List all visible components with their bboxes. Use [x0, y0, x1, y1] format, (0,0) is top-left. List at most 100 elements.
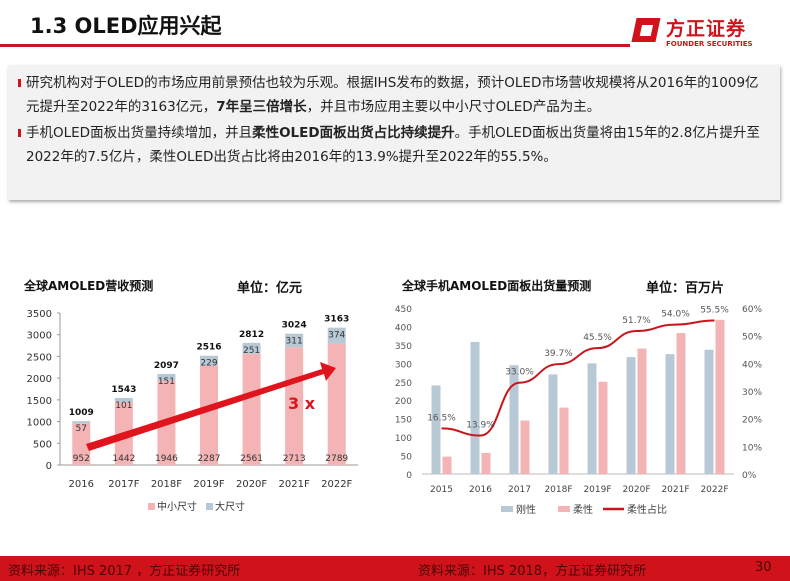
- bar-flexible: [481, 452, 491, 474]
- bar-large: [200, 355, 218, 366]
- x-tick-label: 2018F: [151, 479, 182, 490]
- bar-flexible: [715, 319, 725, 474]
- bar-rigid: [665, 354, 675, 474]
- x-tick-label: 2021F: [279, 479, 310, 490]
- total-label: 2812: [239, 330, 264, 340]
- bullet-text: 研究机构对于OLED的市场应用前景预估也较为乐观。根据IHS发布的数据，预计OL…: [26, 75, 759, 115]
- bar-small-medium: [72, 423, 91, 465]
- x-tick-label: 2016: [69, 479, 94, 490]
- bar-rigid: [626, 357, 636, 474]
- bar-value-label: 2561: [240, 454, 263, 464]
- growth-annotation: 3 x: [288, 394, 316, 413]
- legend-swatch: [501, 506, 513, 512]
- share-data-label: 54.0%: [661, 310, 690, 320]
- bar-large: [157, 373, 176, 381]
- page-number: 30: [755, 560, 772, 575]
- x-tick-label: 2022F: [321, 479, 352, 490]
- x-tick-label: 2017: [508, 485, 531, 495]
- y-tick-label: 450: [395, 305, 412, 315]
- y2-tick-label: 0%: [742, 471, 757, 481]
- y-tick-label: 3000: [27, 331, 52, 342]
- y2-tick-label: 10%: [742, 443, 762, 453]
- growth-arrow-icon: [86, 362, 336, 451]
- y-tick-label: 50: [401, 453, 413, 463]
- share-data-label: 33.0%: [505, 368, 534, 378]
- x-tick-label: 2017F: [108, 479, 139, 490]
- y-tick-label: 2000: [27, 374, 52, 385]
- bar-rigid: [470, 341, 480, 474]
- bar-flexible: [598, 381, 608, 474]
- bar-flexible: [520, 420, 530, 474]
- y-tick-label: 350: [395, 342, 412, 352]
- bullet-text: ，并且市场应用主要以中小尺寸OLED产品为主。: [306, 99, 601, 115]
- x-tick-label: 2016: [469, 485, 492, 495]
- bar-value-label: 251: [243, 346, 260, 356]
- bar-rigid: [704, 349, 714, 474]
- logo-cn: 方正证券: [666, 18, 747, 40]
- x-tick-label: 2022F: [700, 485, 728, 495]
- y2-tick-label: 60%: [742, 305, 762, 315]
- bar-rigid: [509, 365, 519, 474]
- x-tick-label: 2019F: [583, 485, 611, 495]
- bar-rigid: [548, 374, 558, 474]
- x-tick-label: 2021F: [661, 485, 689, 495]
- share-data-label: 51.7%: [622, 316, 651, 326]
- share-data-label: 13.9%: [466, 421, 495, 431]
- bar-value-label: 952: [73, 454, 90, 464]
- y2-tick-label: 20%: [742, 416, 762, 426]
- legend-swatch: [148, 503, 155, 510]
- bar-large: [285, 333, 304, 348]
- bar-value-label: 1946: [155, 454, 178, 464]
- total-label: 2516: [196, 343, 221, 353]
- y-tick-label: 3500: [27, 309, 52, 320]
- source-left: 资料来源：IHS 2017 ，方正证券研究所: [8, 564, 241, 579]
- bar-large: [72, 421, 91, 424]
- source-right: 资料来源：IHS 2018，方正证券研究所: [418, 564, 647, 579]
- x-tick-label: 2015: [430, 485, 453, 495]
- share-data-label: 55.5%: [700, 305, 729, 315]
- legend-label: 大尺寸: [215, 500, 245, 513]
- bar-rigid: [587, 363, 597, 474]
- y-tick-label: 1000: [27, 418, 52, 429]
- chart2-title: 全球手机AMOLED面板出货量预测: [402, 279, 592, 293]
- y-tick-label: 2500: [27, 352, 52, 363]
- bar-small-medium: [200, 365, 218, 465]
- chart1-title: 全球AMOLED营收预测: [24, 279, 154, 293]
- title-divider: [0, 44, 630, 47]
- bullet-text: 。手机OLED面板出货量将由15年的2.8亿片提升至2022年的7.5亿片，柔性…: [26, 125, 760, 165]
- total-label: 2097: [154, 361, 179, 371]
- y-tick-label: 500: [33, 439, 52, 450]
- total-label: 3163: [324, 315, 349, 325]
- bar-value-label: 57: [76, 424, 87, 434]
- bar-value-label: 151: [158, 377, 175, 387]
- y-tick-label: 0: [46, 461, 52, 472]
- legend-label: 刚性: [516, 503, 536, 516]
- x-tick-label: 2020F: [236, 479, 267, 490]
- x-tick-label: 2020F: [622, 485, 650, 495]
- chart1-unit: 单位：亿元: [237, 281, 303, 296]
- bullet-2: 手机OLED面板出货量持续增加，并且柔性OLED面板出货占比持续提升。手机OLE…: [18, 121, 770, 169]
- y-tick-label: 250: [395, 379, 412, 389]
- bar-small-medium: [327, 343, 346, 465]
- summary-box: 研究机构对于OLED的市场应用前景预估也较为乐观。根据IHS发布的数据，预计OL…: [8, 65, 780, 200]
- legend-label: 柔性: [573, 503, 593, 516]
- share-data-label: 39.7%: [544, 349, 573, 359]
- bar-rigid: [431, 385, 441, 474]
- y-tick-label: 300: [395, 360, 412, 370]
- y2-tick-label: 30%: [742, 388, 762, 398]
- legend-label: 柔性占比: [627, 503, 667, 516]
- share-data-label: 45.5%: [583, 333, 612, 343]
- bar-value-label: 311: [286, 337, 303, 347]
- bullet-text: 手机OLED面板出货量持续增加，并且: [26, 125, 253, 141]
- bar-flexible: [676, 333, 686, 474]
- legend-label: 中小尺寸: [157, 500, 197, 513]
- legend-swatch: [206, 503, 213, 510]
- line-flexible-share: [441, 319, 715, 437]
- total-label: 1543: [111, 385, 136, 395]
- page-title: 1.3 OLED应用兴起: [30, 14, 222, 38]
- y-tick-label: 400: [395, 323, 412, 333]
- bar-flexible: [637, 348, 647, 474]
- y2-tick-label: 50%: [742, 333, 762, 343]
